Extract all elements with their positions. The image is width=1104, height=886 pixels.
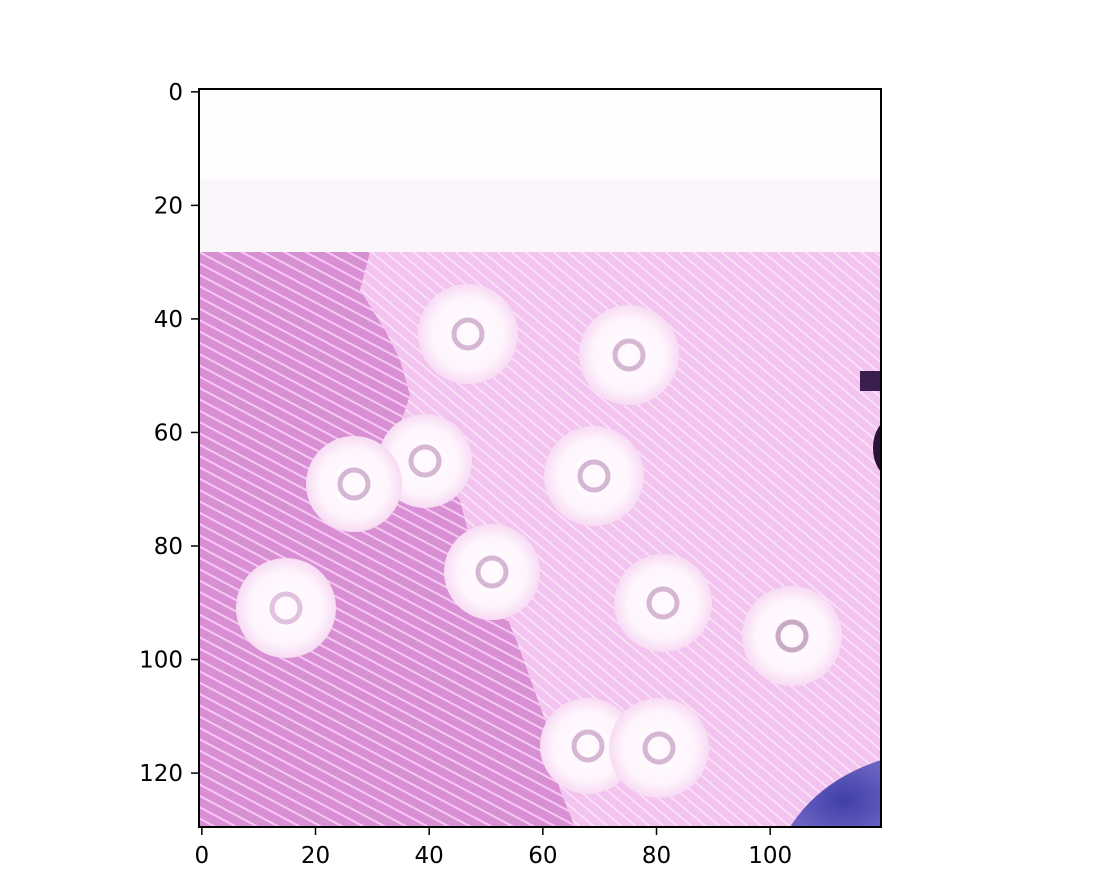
- y-tick-label: 40: [154, 307, 183, 333]
- x-tick-label: 100: [748, 843, 792, 869]
- x-tick-label: 60: [528, 843, 557, 869]
- faint-band: [199, 180, 881, 254]
- vacuole: [609, 698, 709, 798]
- dark-blob: [873, 424, 881, 472]
- dark-stroma: [199, 252, 575, 827]
- y-tick-label: 0: [168, 80, 183, 106]
- x-axis: 0 20 40 60 80 100: [195, 827, 792, 869]
- vacuole: [614, 554, 712, 652]
- y-tick-label: 20: [154, 193, 183, 219]
- x-tick-label: 40: [415, 843, 444, 869]
- vacuole: [540, 698, 636, 794]
- nucleus-bottom-right: [790, 760, 881, 827]
- axes-frame: [198, 88, 882, 828]
- y-axis: 0 20 40 60 80 100 120: [139, 80, 199, 787]
- x-tick-label: 0: [195, 843, 210, 869]
- x-tick-label: 20: [301, 843, 330, 869]
- image-area: [199, 89, 881, 827]
- vacuole: [544, 426, 644, 526]
- vacuole: [418, 284, 518, 384]
- vacuoles: [236, 284, 842, 798]
- y-tick-label: 80: [154, 534, 183, 560]
- vacuole: [579, 305, 679, 405]
- vacuole: [742, 586, 842, 686]
- y-tick-label: 120: [139, 761, 183, 787]
- vacuole: [306, 436, 402, 532]
- x-tick-label: 80: [642, 843, 671, 869]
- vacuole: [236, 558, 336, 658]
- y-tick-label: 100: [139, 648, 183, 674]
- y-tick-label: 60: [154, 420, 183, 446]
- dark-spot: [860, 371, 881, 391]
- vacuole: [444, 524, 540, 620]
